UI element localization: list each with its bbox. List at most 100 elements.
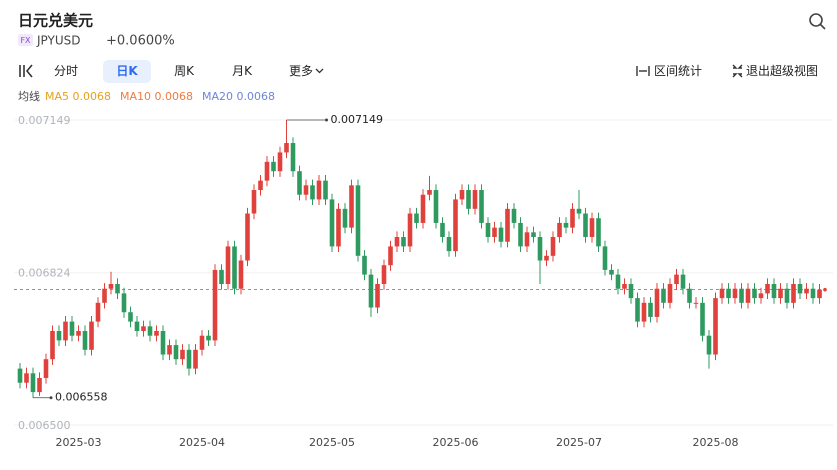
candle-body bbox=[472, 190, 478, 209]
candle-body bbox=[459, 190, 465, 200]
x-tick-label: 2025-04 bbox=[179, 436, 225, 449]
candle-body bbox=[680, 274, 686, 289]
candle-body bbox=[726, 288, 731, 299]
search-icon[interactable] bbox=[809, 13, 826, 30]
candle-body bbox=[186, 349, 192, 369]
candle-body bbox=[791, 284, 796, 303]
candle-body bbox=[245, 213, 250, 261]
tab[interactable]: 更多 bbox=[289, 64, 313, 78]
candle-body bbox=[810, 288, 816, 299]
tab[interactable]: 周K bbox=[174, 64, 195, 78]
candle-body bbox=[401, 237, 406, 247]
candle-body bbox=[193, 349, 198, 369]
x-tick-label: 2025-03 bbox=[56, 436, 102, 449]
candle-body bbox=[661, 288, 666, 303]
candle-body bbox=[414, 213, 419, 223]
more-chevron bbox=[315, 68, 324, 74]
candle-body bbox=[739, 288, 744, 303]
candle-body bbox=[758, 293, 764, 299]
candle-body bbox=[271, 161, 276, 172]
tab[interactable]: 月K bbox=[232, 64, 253, 78]
candle-body bbox=[375, 284, 380, 308]
candle-body bbox=[518, 222, 523, 247]
candle-body bbox=[173, 345, 179, 360]
candle-body bbox=[648, 302, 653, 317]
candle-body bbox=[316, 180, 322, 200]
tab[interactable]: 分时 bbox=[54, 64, 78, 78]
candle-body bbox=[219, 269, 224, 285]
candle-body bbox=[258, 180, 263, 191]
candle-body bbox=[89, 321, 94, 350]
candle-body bbox=[784, 288, 790, 303]
candle-body bbox=[817, 289, 822, 299]
candle-body bbox=[719, 288, 725, 299]
candle-body bbox=[115, 284, 120, 294]
candle-body bbox=[745, 288, 751, 303]
candle-body bbox=[635, 298, 640, 322]
badge-bg bbox=[18, 34, 33, 46]
candle-body bbox=[804, 288, 809, 294]
candle-body bbox=[485, 222, 491, 238]
candle-body bbox=[674, 274, 679, 285]
candle-body bbox=[537, 237, 543, 261]
candle-body bbox=[615, 274, 621, 289]
x-tick-label: 2025-05 bbox=[309, 436, 355, 449]
min-dot bbox=[49, 396, 53, 400]
tab-active-bg bbox=[103, 60, 151, 83]
candle-body bbox=[121, 293, 127, 313]
y-tick-label: 0.007149 bbox=[18, 114, 71, 127]
candle-body bbox=[420, 194, 426, 223]
exit-icon[interactable] bbox=[732, 64, 743, 78]
candle-body bbox=[180, 349, 185, 360]
candle-body bbox=[524, 232, 530, 247]
candle-body bbox=[544, 255, 549, 261]
range-icon[interactable] bbox=[636, 66, 650, 76]
title: 日元兑美元 bbox=[18, 12, 93, 30]
candle-body bbox=[778, 288, 783, 299]
candle-body bbox=[362, 255, 367, 275]
candle-body bbox=[251, 190, 257, 214]
max-label: 0.007149 bbox=[331, 113, 384, 126]
candle-body bbox=[167, 345, 172, 355]
candle-body bbox=[550, 237, 556, 256]
candle-body bbox=[128, 312, 133, 322]
candle-body bbox=[713, 298, 718, 355]
candle-body bbox=[355, 185, 361, 256]
candle-body bbox=[771, 284, 777, 299]
candle-body bbox=[700, 302, 705, 336]
candle-body bbox=[583, 213, 588, 238]
candle-body bbox=[212, 269, 218, 341]
candle-body bbox=[394, 237, 400, 247]
candle-body bbox=[433, 190, 439, 223]
indicator-item: MA20 0.0068 bbox=[202, 90, 275, 103]
x-tick-label: 2025-06 bbox=[433, 436, 479, 449]
candle-body bbox=[427, 190, 432, 195]
exit-button[interactable]: 退出超级视图 bbox=[746, 63, 818, 78]
tab[interactable]: 日K bbox=[116, 64, 138, 78]
candle-body bbox=[160, 331, 166, 355]
candle-body bbox=[466, 190, 471, 209]
collapse-icon[interactable] bbox=[19, 64, 33, 78]
candle-body bbox=[498, 227, 504, 242]
range-button[interactable]: 区间统计 bbox=[654, 64, 702, 78]
candle-body bbox=[323, 180, 328, 200]
candle-body bbox=[154, 331, 159, 336]
candle-body bbox=[95, 302, 101, 322]
indicator-item: MA5 0.0068 bbox=[45, 90, 111, 103]
candle-body bbox=[531, 232, 536, 238]
candle-body bbox=[667, 284, 673, 303]
candle-body bbox=[329, 199, 335, 247]
candle-body bbox=[440, 222, 445, 238]
candle-body bbox=[492, 227, 497, 238]
candle-body bbox=[310, 185, 315, 200]
candle-body bbox=[141, 326, 146, 332]
x-tick-label: 2025-08 bbox=[693, 436, 739, 449]
candle-body bbox=[342, 208, 348, 228]
y-tick-label: 0.006500 bbox=[18, 419, 71, 432]
max-dot bbox=[325, 118, 328, 122]
candle-body bbox=[108, 284, 114, 289]
last-price-dot bbox=[823, 287, 827, 292]
min-label: 0.006558 bbox=[55, 391, 108, 404]
candle-body bbox=[199, 335, 205, 350]
